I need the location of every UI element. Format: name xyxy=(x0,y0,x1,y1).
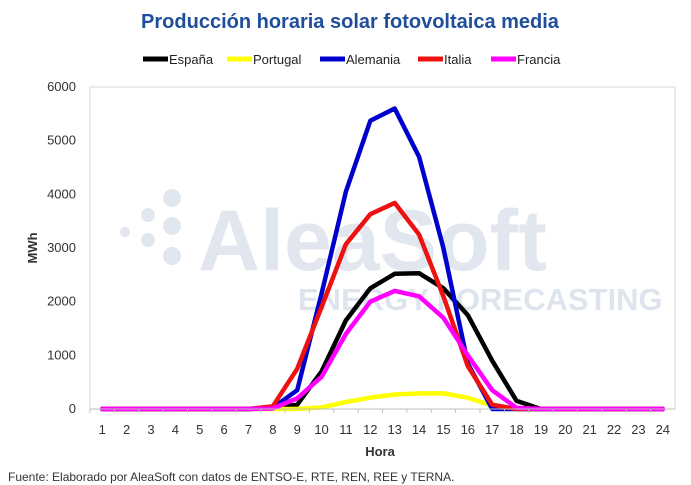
x-tick-label: 3 xyxy=(147,422,154,437)
x-axis-label: Hora xyxy=(365,444,395,459)
watermark-dot xyxy=(120,227,130,237)
legend-label-alemania: Alemania xyxy=(346,52,401,67)
y-tick-label: 3000 xyxy=(47,240,76,255)
legend: España Portugal Alemania Italia Francia xyxy=(143,52,561,67)
x-tick-label: 11 xyxy=(339,422,353,437)
x-tick-label: 16 xyxy=(461,422,475,437)
x-tick-label: 7 xyxy=(245,422,252,437)
x-tick-label: 4 xyxy=(172,422,179,437)
y-tick-label: 1000 xyxy=(47,347,76,362)
x-tick-label: 24 xyxy=(656,422,670,437)
legend-label-portugal: Portugal xyxy=(253,52,302,67)
x-tick-label: 6 xyxy=(220,422,227,437)
watermark-dot xyxy=(163,189,181,207)
series-line-portugal xyxy=(99,391,666,412)
x-tick-label: 10 xyxy=(314,422,328,437)
y-tick-label: 6000 xyxy=(47,79,76,94)
legend-label-italia: Italia xyxy=(444,52,472,67)
legend-label-espana: España xyxy=(169,52,214,67)
watermark-brand: AleaSoft xyxy=(198,193,547,289)
y-axis: 0 1000 2000 3000 4000 5000 6000 xyxy=(47,79,76,416)
watermark: AleaSoft ENERGY FORECASTING xyxy=(120,189,663,317)
x-tick-label: 12 xyxy=(363,422,377,437)
x-tick-label: 1 xyxy=(99,422,106,437)
x-tick-label: 21 xyxy=(582,422,596,437)
y-tick-label: 5000 xyxy=(47,133,76,148)
x-axis: 1 2 3 4 5 6 7 8 9 10 11 12 13 14 15 16 17 18 19 20 21 22 23 24 xyxy=(89,408,675,437)
y-axis-label: MWh xyxy=(25,232,40,263)
x-tick-label: 9 xyxy=(294,422,301,437)
x-tick-label: 8 xyxy=(269,422,276,437)
chart-title: Producción horaria solar fotovoltaica me… xyxy=(141,11,560,33)
watermark-dot xyxy=(141,233,155,247)
x-tick-label: 23 xyxy=(631,422,645,437)
x-tick-label: 5 xyxy=(196,422,203,437)
watermark-tagline: ENERGY FORECASTING xyxy=(298,282,663,317)
y-tick-label: 0 xyxy=(69,401,76,416)
watermark-dot xyxy=(163,217,181,235)
x-tick-label: 13 xyxy=(387,422,401,437)
x-tick-label: 18 xyxy=(509,422,523,437)
legend-label-francia: Francia xyxy=(517,52,561,67)
x-tick-label: 20 xyxy=(558,422,572,437)
watermark-dot xyxy=(141,208,155,222)
x-tick-label: 2 xyxy=(123,422,130,437)
x-tick-label: 14 xyxy=(412,422,426,437)
x-tick-label: 22 xyxy=(607,422,621,437)
y-tick-label: 4000 xyxy=(47,186,76,201)
x-tick-label: 19 xyxy=(534,422,548,437)
x-tick-label: 15 xyxy=(436,422,450,437)
y-tick-label: 2000 xyxy=(47,294,76,309)
watermark-dot xyxy=(163,247,181,265)
watermark-dots-icon xyxy=(120,189,181,265)
source-footer: Fuente: Elaborado por AleaSoft con datos… xyxy=(8,470,454,484)
x-tick-label: 17 xyxy=(485,422,499,437)
